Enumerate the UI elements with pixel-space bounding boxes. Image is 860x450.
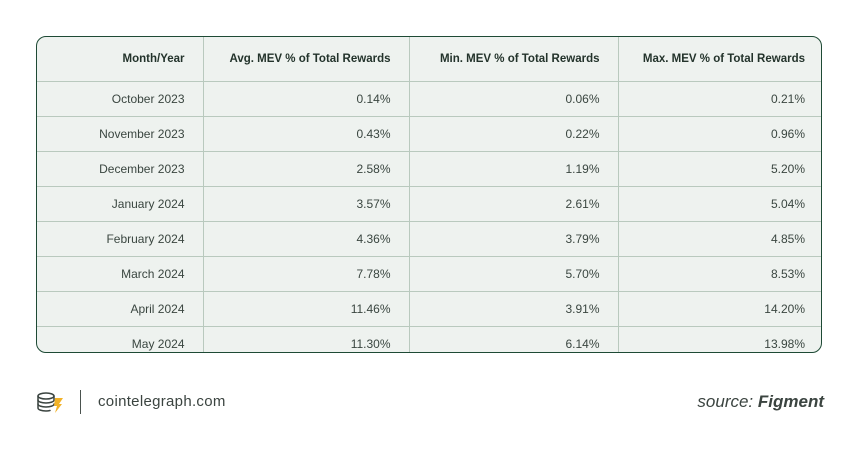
cell-avg: 2.58% bbox=[203, 151, 410, 187]
cell-month: February 2024 bbox=[37, 221, 204, 257]
cell-max: 13.98% bbox=[764, 337, 805, 351]
cell-avg: 11.30% bbox=[203, 326, 410, 352]
cell-month: March 2024 bbox=[37, 256, 204, 292]
table-row: April 2024 11.46% 3.91% 14.20% bbox=[37, 291, 821, 327]
site-link[interactable]: cointelegraph.com bbox=[98, 393, 226, 410]
header-min-mev: Min. MEV % of Total Rewards bbox=[409, 37, 619, 82]
footer-divider bbox=[80, 390, 81, 414]
header-month-year: Month/Year bbox=[37, 37, 204, 82]
header-max-mev: Max. MEV % of Total Rewards bbox=[618, 37, 821, 82]
table-row: October 2023 0.14% 0.06% 0.21% bbox=[37, 81, 821, 117]
table-row: March 2024 7.78% 5.70% 8.53% bbox=[37, 256, 821, 292]
cell-month: April 2024 bbox=[37, 291, 204, 327]
mev-table: Month/Year Avg. MEV % of Total Rewards M… bbox=[36, 36, 822, 353]
cell-min: 0.06% bbox=[409, 81, 619, 117]
cell-min: 1.19% bbox=[409, 151, 619, 187]
footer: cointelegraph.com source: Figment bbox=[36, 388, 824, 418]
cell-min: 5.70% bbox=[409, 256, 619, 292]
cell-month: May 2024 bbox=[37, 326, 204, 352]
source-name: Figment bbox=[757, 392, 824, 411]
cell-max: 0.96% bbox=[618, 116, 821, 152]
cell-month: January 2024 bbox=[37, 186, 204, 222]
cell-month: November 2023 bbox=[37, 116, 204, 152]
cell-avg: 7.78% bbox=[203, 256, 410, 292]
cell-min: 3.79% bbox=[409, 221, 619, 257]
cell-min: 2.61% bbox=[409, 186, 619, 222]
cell-min: 6.14% bbox=[409, 326, 619, 352]
cell-max: 14.20% bbox=[618, 291, 821, 327]
table-header-row: Month/Year Avg. MEV % of Total Rewards M… bbox=[37, 37, 821, 82]
table-row: December 2023 2.58% 1.19% 5.20% bbox=[37, 151, 821, 187]
cell-min: 0.22% bbox=[409, 116, 619, 152]
cell-avg: 11.46% bbox=[203, 291, 410, 327]
cell-avg: 0.14% bbox=[203, 81, 410, 117]
header-avg-mev: Avg. MEV % of Total Rewards bbox=[203, 37, 410, 82]
cell-avg: 0.43% bbox=[203, 116, 410, 152]
source-credit: source: Figment bbox=[697, 392, 824, 412]
table-row: January 2024 3.57% 2.61% 5.04% bbox=[37, 186, 821, 222]
cell-avg: 4.36% bbox=[203, 221, 410, 257]
source-label: source: bbox=[697, 392, 754, 411]
cell-max: 4.85% bbox=[618, 221, 821, 257]
cell-min: 3.91% bbox=[409, 291, 619, 327]
cointelegraph-coins-icon bbox=[36, 390, 64, 414]
cell-max: 5.04% bbox=[618, 186, 821, 222]
cell-max: 0.21% bbox=[618, 81, 821, 117]
cell-month: December 2023 bbox=[37, 151, 204, 187]
cell-max: 8.53% bbox=[618, 256, 821, 292]
cell-avg: 3.57% bbox=[203, 186, 410, 222]
cell-max: 5.20% bbox=[618, 151, 821, 187]
table-row: November 2023 0.43% 0.22% 0.96% bbox=[37, 116, 821, 152]
table-row: February 2024 4.36% 3.79% 4.85% bbox=[37, 221, 821, 257]
table-row: May 2024 11.30% 6.14% 13.98% bbox=[37, 326, 821, 352]
cell-month: October 2023 bbox=[37, 81, 204, 117]
